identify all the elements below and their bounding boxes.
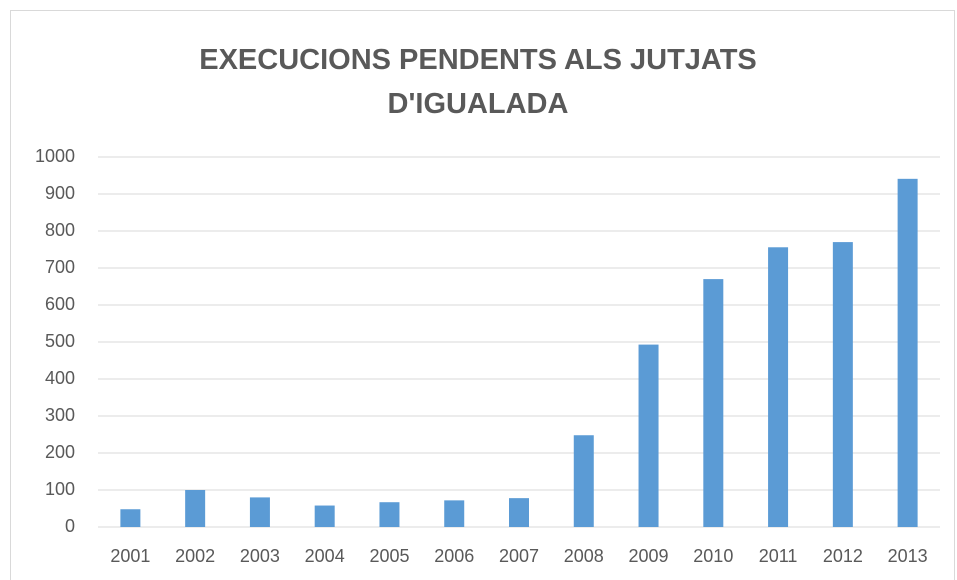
y-tick-label: 100 xyxy=(45,479,75,499)
x-tick-label: 2002 xyxy=(175,546,215,566)
x-tick-label: 2010 xyxy=(693,546,733,566)
x-tick-label: 2001 xyxy=(110,546,150,566)
x-tick-label: 2003 xyxy=(240,546,280,566)
bar xyxy=(444,500,465,527)
x-tick-label: 2011 xyxy=(759,546,798,566)
bar xyxy=(509,498,529,527)
x-tick-label: 2013 xyxy=(888,546,928,566)
x-tick-label: 2007 xyxy=(499,546,539,566)
bar xyxy=(897,178,918,527)
y-tick-label: 400 xyxy=(45,368,75,388)
y-tick-label: 1000 xyxy=(35,146,75,166)
x-tick-label: 2005 xyxy=(369,546,409,566)
y-tick-label: 900 xyxy=(45,183,75,203)
bar xyxy=(768,247,789,527)
bar xyxy=(120,509,141,527)
bar xyxy=(249,497,270,527)
bar xyxy=(379,502,400,527)
bar xyxy=(573,435,594,527)
y-tick-label: 200 xyxy=(45,442,75,462)
bar xyxy=(314,505,335,527)
y-tick-label: 600 xyxy=(45,294,75,314)
x-tick-label: 2012 xyxy=(823,546,863,566)
y-tick-label: 700 xyxy=(45,257,75,277)
y-tick-label: 500 xyxy=(45,331,75,351)
x-tick-label: 2006 xyxy=(434,546,474,566)
bar xyxy=(638,344,659,527)
y-tick-label: 300 xyxy=(45,405,75,425)
bar xyxy=(832,242,853,527)
y-tick-label: 0 xyxy=(65,516,75,536)
x-tick-label: 2009 xyxy=(629,546,669,566)
bar xyxy=(703,279,724,527)
chart-border xyxy=(10,10,955,580)
x-tick-label: 2008 xyxy=(564,546,604,566)
x-tick-label: 2004 xyxy=(305,546,345,566)
y-tick-label: 800 xyxy=(45,220,75,240)
chart-title: EXECUCIONS PENDENTS ALS JUTJATS D'IGUALA… xyxy=(199,44,757,120)
bar xyxy=(185,490,206,527)
